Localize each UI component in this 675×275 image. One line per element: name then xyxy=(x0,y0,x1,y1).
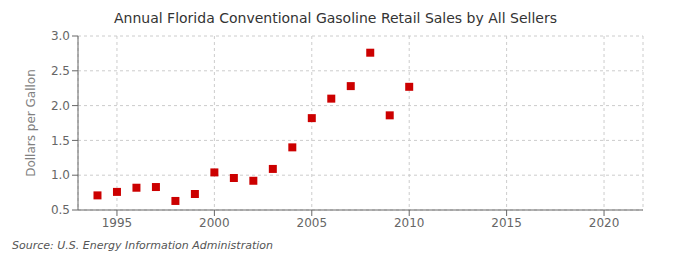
html-text:Source: U.S. Energy Informatio: Source: U.S. Energy Information Administ… xyxy=(12,239,273,252)
svg-text:2.0: 2.0 xyxy=(51,99,70,113)
svg-text:2005: 2005 xyxy=(297,216,328,230)
html-text:Annual Florida Conventional Ga: Annual Florida Conventional Gasoline Ret… xyxy=(114,10,557,26)
svg-text:1.0: 1.0 xyxy=(51,168,70,182)
svg-text:2015: 2015 xyxy=(491,216,522,230)
svg-text:Dollars per Gallon: Dollars per Gallon xyxy=(24,69,38,177)
svg-text:0.5: 0.5 xyxy=(51,203,70,217)
svg-text:1.5: 1.5 xyxy=(51,134,70,148)
svg-text:1995: 1995 xyxy=(102,216,133,230)
svg-text:2.5: 2.5 xyxy=(51,64,70,78)
svg-text:2000: 2000 xyxy=(199,216,230,230)
svg-text:2020: 2020 xyxy=(589,216,620,230)
svg-text:3.0: 3.0 xyxy=(51,29,70,43)
svg-text:2010: 2010 xyxy=(394,216,425,230)
